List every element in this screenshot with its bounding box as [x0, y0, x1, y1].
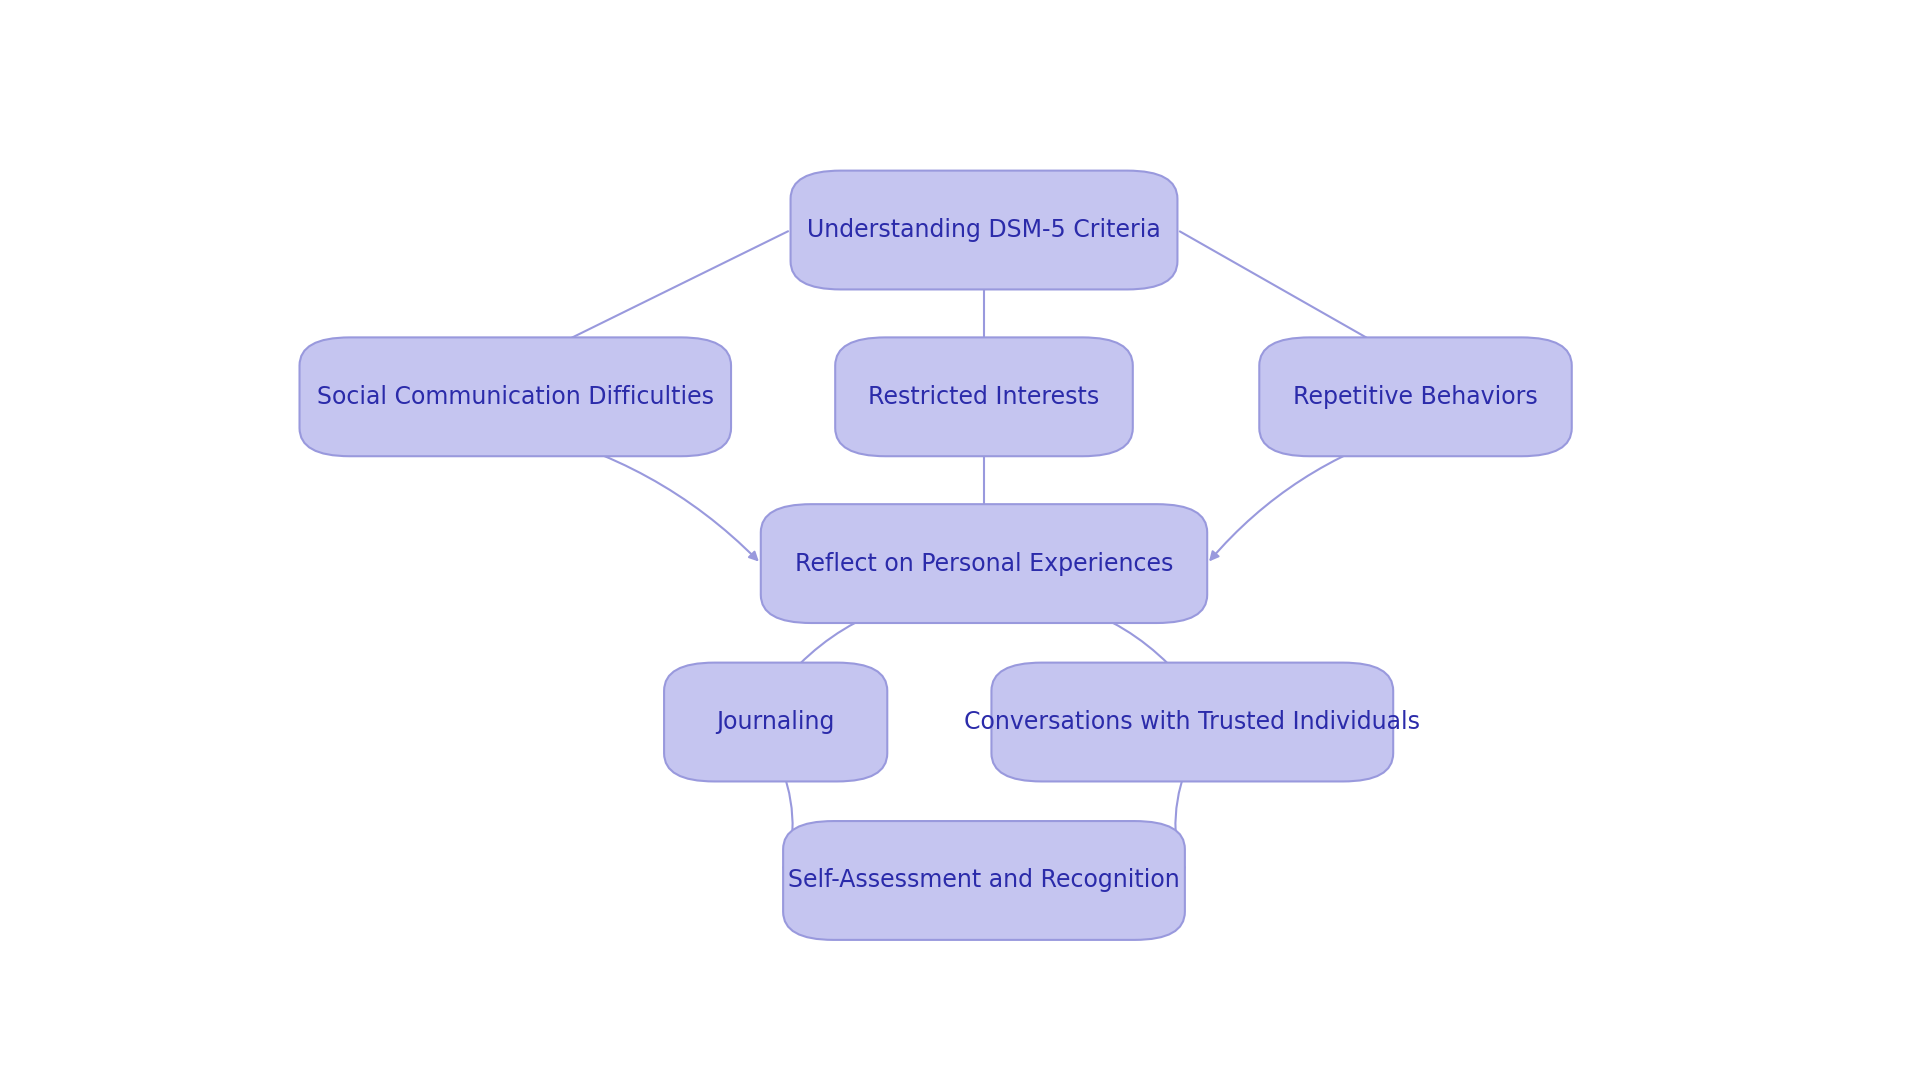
Text: Journaling: Journaling — [716, 710, 835, 734]
Text: Understanding DSM-5 Criteria: Understanding DSM-5 Criteria — [806, 218, 1162, 242]
FancyBboxPatch shape — [664, 663, 887, 782]
Text: Reflect on Personal Experiences: Reflect on Personal Experiences — [795, 551, 1173, 575]
FancyBboxPatch shape — [760, 505, 1208, 623]
FancyBboxPatch shape — [300, 338, 732, 456]
Text: Repetitive Behaviors: Repetitive Behaviors — [1294, 384, 1538, 408]
Text: Self-Assessment and Recognition: Self-Assessment and Recognition — [787, 869, 1181, 892]
Text: Social Communication Difficulties: Social Communication Difficulties — [317, 384, 714, 408]
FancyBboxPatch shape — [783, 821, 1185, 940]
Text: Conversations with Trusted Individuals: Conversations with Trusted Individuals — [964, 710, 1421, 734]
Text: Restricted Interests: Restricted Interests — [868, 384, 1100, 408]
FancyBboxPatch shape — [791, 171, 1177, 289]
FancyBboxPatch shape — [1260, 338, 1572, 456]
FancyBboxPatch shape — [835, 338, 1133, 456]
FancyBboxPatch shape — [991, 663, 1394, 782]
